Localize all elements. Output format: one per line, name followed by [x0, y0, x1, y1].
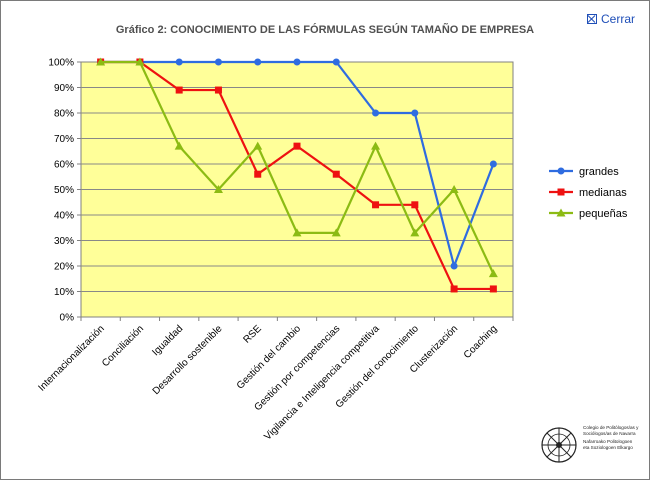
college-name-line: Colegio de Politólogos/as y — [583, 425, 639, 430]
legend-marker-grandes — [557, 167, 565, 175]
data-point-grandes — [175, 58, 183, 66]
data-point-grandes — [489, 160, 497, 168]
x-tick-label: Desarrollo sostenible — [151, 323, 225, 397]
legend-label-medianas: medianas — [579, 187, 627, 199]
x-tick-label: Internacionalización — [36, 323, 106, 393]
data-point-medianas — [372, 201, 380, 209]
y-tick-label: 60% — [54, 160, 74, 171]
data-point-grandes — [332, 58, 340, 66]
close-label: Cerrar — [601, 12, 636, 26]
data-point-pequeñas — [135, 57, 145, 66]
x-tick-label: Igualdad — [150, 323, 185, 358]
x-tick-label: Conciliación — [100, 323, 146, 369]
y-tick-label: 70% — [54, 134, 74, 145]
data-point-grandes — [372, 109, 380, 117]
data-point-pequeñas — [488, 269, 498, 278]
y-tick-label: 90% — [54, 83, 74, 94]
data-point-medianas — [450, 285, 458, 293]
data-point-medianas — [175, 86, 183, 94]
data-point-pequeñas — [253, 141, 263, 150]
data-point-pequeñas — [371, 141, 381, 150]
y-tick-label: 10% — [54, 287, 74, 298]
legend-marker-medianas — [557, 188, 565, 196]
data-point-pequeñas — [410, 228, 420, 237]
data-point-pequeñas — [213, 185, 223, 193]
data-point-pequeñas — [174, 141, 184, 150]
legend-label-pequeñas: pequeñas — [579, 208, 628, 220]
legend-label-grandes: grandes — [579, 166, 619, 178]
y-tick-label: 100% — [48, 58, 74, 69]
y-tick-label: 20% — [54, 262, 74, 273]
data-point-grandes — [254, 58, 262, 66]
data-point-medianas — [332, 170, 340, 178]
data-point-pequeñas — [331, 228, 341, 237]
data-point-pequeñas — [96, 57, 106, 66]
data-point-medianas — [214, 86, 222, 94]
data-point-grandes — [214, 58, 222, 66]
y-tick-label: 0% — [60, 313, 75, 324]
data-point-medianas — [254, 170, 262, 178]
x-tick-label: Coaching — [462, 323, 500, 361]
data-point-pequeñas — [292, 228, 302, 237]
y-tick-label: 80% — [54, 109, 74, 120]
college-name-line: Nafarroako Politologoen — [583, 439, 633, 445]
college-name-line: Sociólogos/as de Navarra — [583, 430, 636, 436]
y-tick-label: 40% — [54, 211, 74, 222]
data-point-grandes — [293, 58, 301, 66]
data-point-grandes — [411, 109, 419, 117]
legend-marker-pequeñas — [556, 208, 566, 217]
y-tick-label: 50% — [54, 185, 74, 196]
data-point-medianas — [411, 201, 419, 209]
y-tick-label: 30% — [54, 236, 74, 247]
data-point-pequeñas — [449, 185, 459, 193]
close-icon — [587, 14, 597, 24]
close-button[interactable]: Cerrar — [587, 12, 635, 26]
data-point-grandes — [450, 262, 458, 270]
data-point-medianas — [489, 285, 497, 293]
college-emblem-icon — [541, 427, 577, 463]
college-name-line: eta Soziologoen Elkargo — [583, 444, 633, 450]
data-point-medianas — [293, 142, 301, 150]
x-tick-label: RSE — [242, 323, 265, 346]
college-name: Colegio de Politólogos/as y Sociólogos/as… — [583, 425, 645, 450]
chart-title: Gráfico 2: CONOCIMIENTO DE LAS FÓRMULAS … — [116, 23, 534, 36]
college-logo: Colegio de Politólogos/as y Sociólogos/as… — [539, 419, 645, 471]
